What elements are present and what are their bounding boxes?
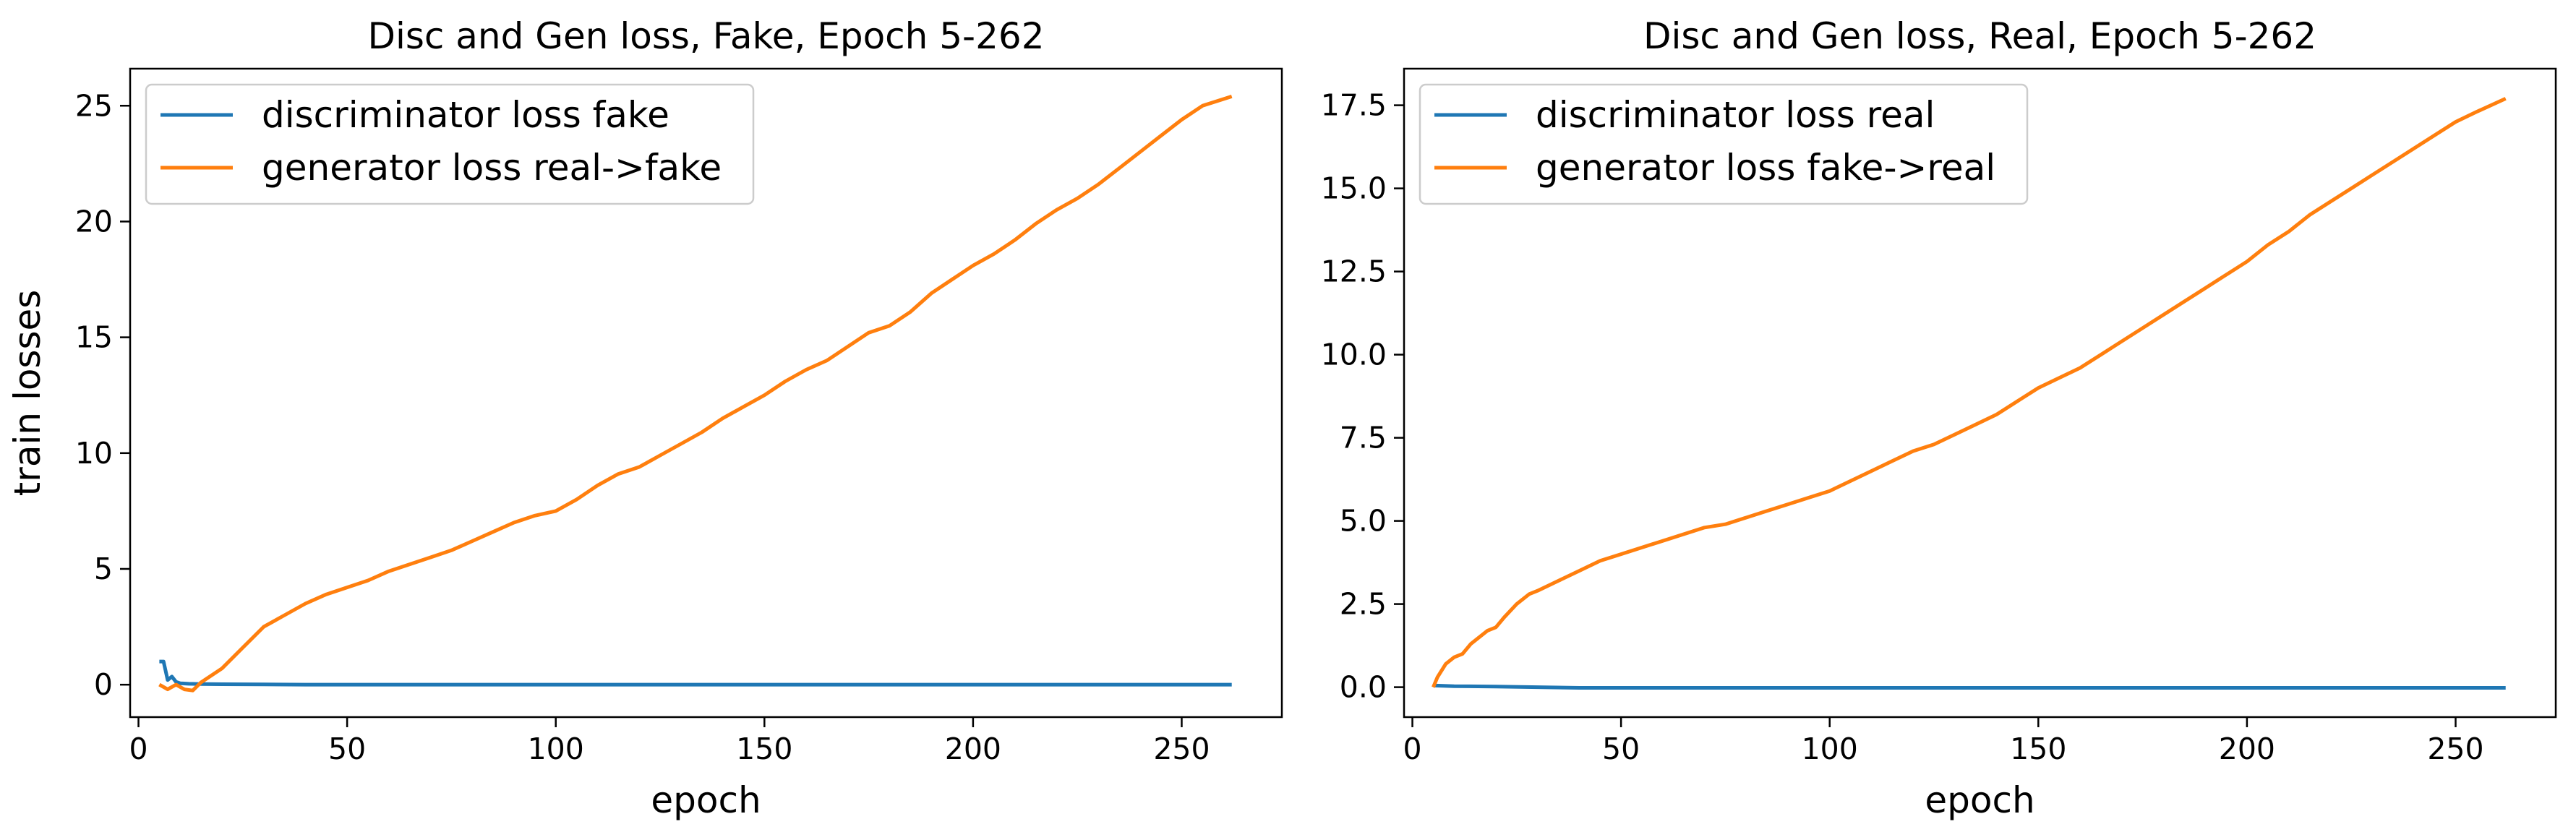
chart-title: Disc and Gen loss, Fake, Epoch 5-262 (367, 15, 1044, 57)
y-axis-label: train losses (7, 290, 48, 497)
x-tick-label: 200 (945, 732, 1001, 766)
axes-frame (1403, 67, 2557, 719)
x-tick-label: 150 (2010, 732, 2066, 766)
y-tick-label: 10.0 (1321, 338, 1387, 372)
legend-box (1418, 83, 2029, 205)
y-tick-label: 0.0 (1340, 670, 1387, 705)
x-tick-label: 250 (2427, 732, 2483, 766)
series-line-2 (158, 95, 1233, 693)
chart-panel-1: 0 50 100 150 200 250 0 5 10 15 20 25 Disc and Gen lo… (7, 15, 1283, 821)
y-tick-label: 5.0 (1340, 504, 1387, 539)
y-tick-label: 20 (75, 204, 113, 239)
x-tick-label: 200 (2219, 732, 2275, 766)
y-tick-label: 25 (75, 88, 113, 123)
series-line-2 (1432, 97, 2507, 688)
x-tick-label: 50 (1602, 732, 1640, 766)
y-tick-label: 15.0 (1321, 171, 1387, 206)
x-tick-label: 250 (1153, 732, 1210, 766)
y-tick-label: 10 (75, 436, 113, 471)
legend-label: generator loss fake->real (1536, 147, 1995, 189)
legend-box (145, 83, 755, 205)
chart-title: Disc and Gen loss, Real, Epoch 5-262 (1643, 15, 2316, 57)
y-tick-label: 15 (75, 320, 113, 355)
y-tick-label: 5 (94, 552, 113, 586)
y-tick-label: 2.5 (1340, 587, 1387, 622)
x-axis-label: epoch (651, 779, 761, 821)
legend-label: discriminator loss real (1536, 94, 1935, 136)
chart-panel-2: 0 50 100 150 200 250 0.0 2.5 5.0 7.5 10.0 12.5 15.0 1… (1321, 15, 2557, 821)
x-tick-label: 50 (328, 732, 366, 766)
legend: discriminator loss real generator loss fa… (1418, 83, 2029, 205)
y-tick-label: 12.5 (1321, 254, 1387, 289)
y-tick-label: 0 (94, 667, 113, 702)
legend-label: discriminator loss fake (262, 94, 669, 136)
legend-label: generator loss real->fake (262, 147, 722, 189)
x-tick-label: 100 (1802, 732, 1858, 766)
y-tick-label: 7.5 (1340, 421, 1387, 455)
legend: discriminator loss fake generator loss re… (145, 83, 755, 205)
series-line-1 (1433, 683, 2506, 690)
axes-frame (129, 67, 1283, 719)
x-tick-label: 0 (129, 732, 147, 766)
x-tick-label: 150 (736, 732, 792, 766)
series-line-1 (159, 659, 1232, 687)
y-tick-label: 17.5 (1321, 88, 1387, 123)
x-tick-label: 0 (1403, 732, 1421, 766)
x-tick-label: 100 (528, 732, 584, 766)
x-axis-label: epoch (1925, 779, 2034, 821)
